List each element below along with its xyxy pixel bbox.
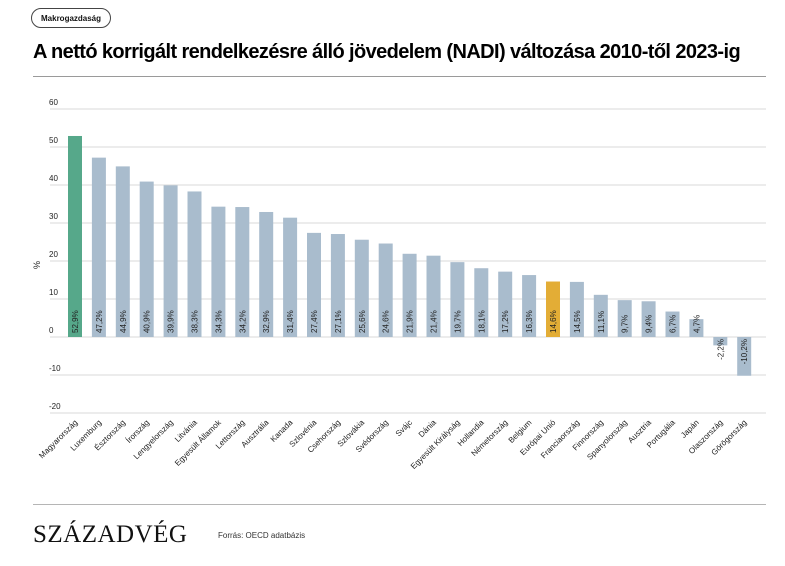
category-tag[interactable]: Makrogazdaság	[31, 8, 112, 28]
bar	[115, 166, 130, 337]
bar	[522, 275, 537, 337]
y-tick-label: -10	[49, 364, 61, 373]
bar	[187, 191, 202, 337]
brand-logo: SZÁZADVÉG	[33, 521, 188, 548]
data-label: 39,9%	[167, 310, 176, 333]
bar	[713, 337, 728, 346]
bar	[139, 181, 154, 337]
data-label: 21,9%	[406, 310, 415, 333]
y-tick-label: 10	[49, 288, 58, 297]
bar	[235, 207, 250, 337]
data-label: 27,1%	[334, 310, 343, 333]
bar	[354, 239, 369, 337]
bar	[546, 281, 560, 337]
bar	[617, 300, 632, 337]
bar	[689, 319, 704, 337]
x-tick-label: Dánia	[417, 418, 439, 440]
bar	[426, 255, 441, 337]
bar	[569, 281, 584, 337]
y-tick-label: 40	[49, 174, 58, 183]
data-label: 44,9%	[119, 310, 128, 333]
bar	[163, 185, 178, 337]
data-label: 52,9%	[71, 310, 80, 333]
data-label: 31,4%	[286, 310, 295, 333]
bar	[498, 271, 513, 337]
bar	[330, 234, 345, 337]
data-label: 18,1%	[477, 310, 486, 333]
data-label: 38,3%	[191, 310, 200, 333]
data-label: 25,6%	[358, 310, 367, 333]
data-label: 14,5%	[573, 310, 582, 333]
y-tick-label: 60	[49, 98, 58, 107]
x-tick-label: Japán	[679, 418, 701, 440]
source-note: Forrás: OECD adatbázis	[218, 531, 306, 540]
data-label: 17,2%	[501, 310, 510, 333]
y-tick-label: 30	[49, 212, 58, 221]
data-label: 16,3%	[525, 310, 534, 333]
chart-title: A nettó korrigált rendelkezésre álló jöv…	[33, 41, 741, 63]
bar	[402, 253, 417, 337]
data-label: 9,7%	[621, 315, 630, 333]
bar	[474, 268, 489, 337]
y-tick-label: 20	[49, 250, 58, 259]
data-label: 19,7%	[453, 310, 462, 333]
bar	[307, 232, 321, 337]
x-axis-ticks: MagyarországLuxemburgÉsztországÍrországL…	[37, 417, 748, 471]
bar	[91, 157, 106, 337]
x-tick-label: Magyarország	[37, 418, 79, 460]
data-label: 34,2%	[238, 310, 247, 333]
data-label: -2,2%	[716, 339, 725, 360]
data-label: 4,7%	[692, 315, 701, 333]
y-axis-ticks: 60 50 40 30 20 10 0 -10 -20	[49, 98, 61, 411]
bar	[378, 243, 393, 337]
bar	[68, 135, 82, 337]
data-label: 40,9%	[143, 310, 152, 333]
data-label: 9,4%	[645, 315, 654, 333]
data-label: 24,6%	[382, 310, 391, 333]
bar	[450, 262, 465, 337]
bar-chart: 60 50 40 30 20 10 0 -10 -20 % 52,9% 47,2% 44,9% 40,…	[32, 98, 766, 471]
data-label: 21,4%	[430, 310, 439, 333]
data-label: 6,7%	[669, 315, 678, 333]
data-label: 32,9%	[262, 310, 271, 333]
x-tick-label: Svájc	[394, 418, 414, 438]
y-tick-label: 0	[49, 326, 54, 335]
value-labels: 52,9% 47,2% 44,9% 40,9% 39,9% 38,3% 34,3% 34,2%…	[71, 310, 749, 364]
bar	[259, 211, 274, 337]
y-axis-label: %	[32, 261, 42, 269]
top-divider	[33, 76, 766, 77]
data-label: 14,6%	[549, 310, 558, 333]
bar	[737, 337, 752, 376]
bottom-divider	[33, 504, 766, 505]
y-tick-label: -20	[49, 402, 61, 411]
bar	[641, 301, 656, 337]
data-label: 27,4%	[310, 310, 319, 333]
y-tick-label: 50	[49, 136, 58, 145]
bars	[68, 135, 752, 376]
data-label: -10,2%	[740, 339, 749, 364]
data-label: 47,2%	[95, 310, 104, 333]
bar	[665, 311, 680, 337]
data-label: 34,3%	[214, 310, 223, 333]
data-label: 11,1%	[597, 311, 606, 333]
bar	[211, 206, 226, 337]
bar	[283, 217, 298, 337]
bar	[593, 294, 608, 337]
